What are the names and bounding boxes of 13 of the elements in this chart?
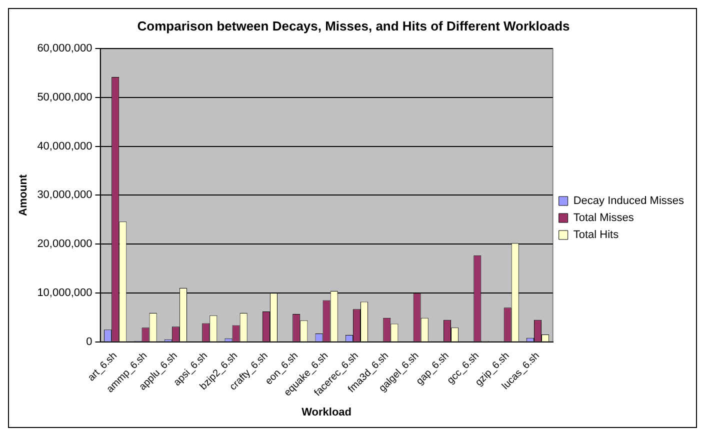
y-tick-label: 50,000,000	[37, 92, 92, 104]
y-tick-label: 10,000,000	[37, 286, 92, 299]
y-tick-label: 40,000,000	[37, 140, 92, 152]
x-axis-title: Workload	[302, 406, 352, 418]
y-tick-label: 20,000,000	[37, 238, 92, 250]
legend-label: Total Hits	[573, 229, 620, 242]
y-tick-label: 30,000,000	[37, 189, 92, 202]
y-tick-label: 0	[86, 336, 92, 348]
chart-title: Comparison between Decays, Misses, and Hits of Different Workloads	[137, 18, 570, 34]
y-axis-title: Amount	[18, 174, 30, 216]
legend-label: Total Misses	[573, 212, 634, 224]
legend-label: Decay Induced Misses	[573, 195, 684, 208]
y-tick-label: 60,000,000	[37, 42, 92, 55]
